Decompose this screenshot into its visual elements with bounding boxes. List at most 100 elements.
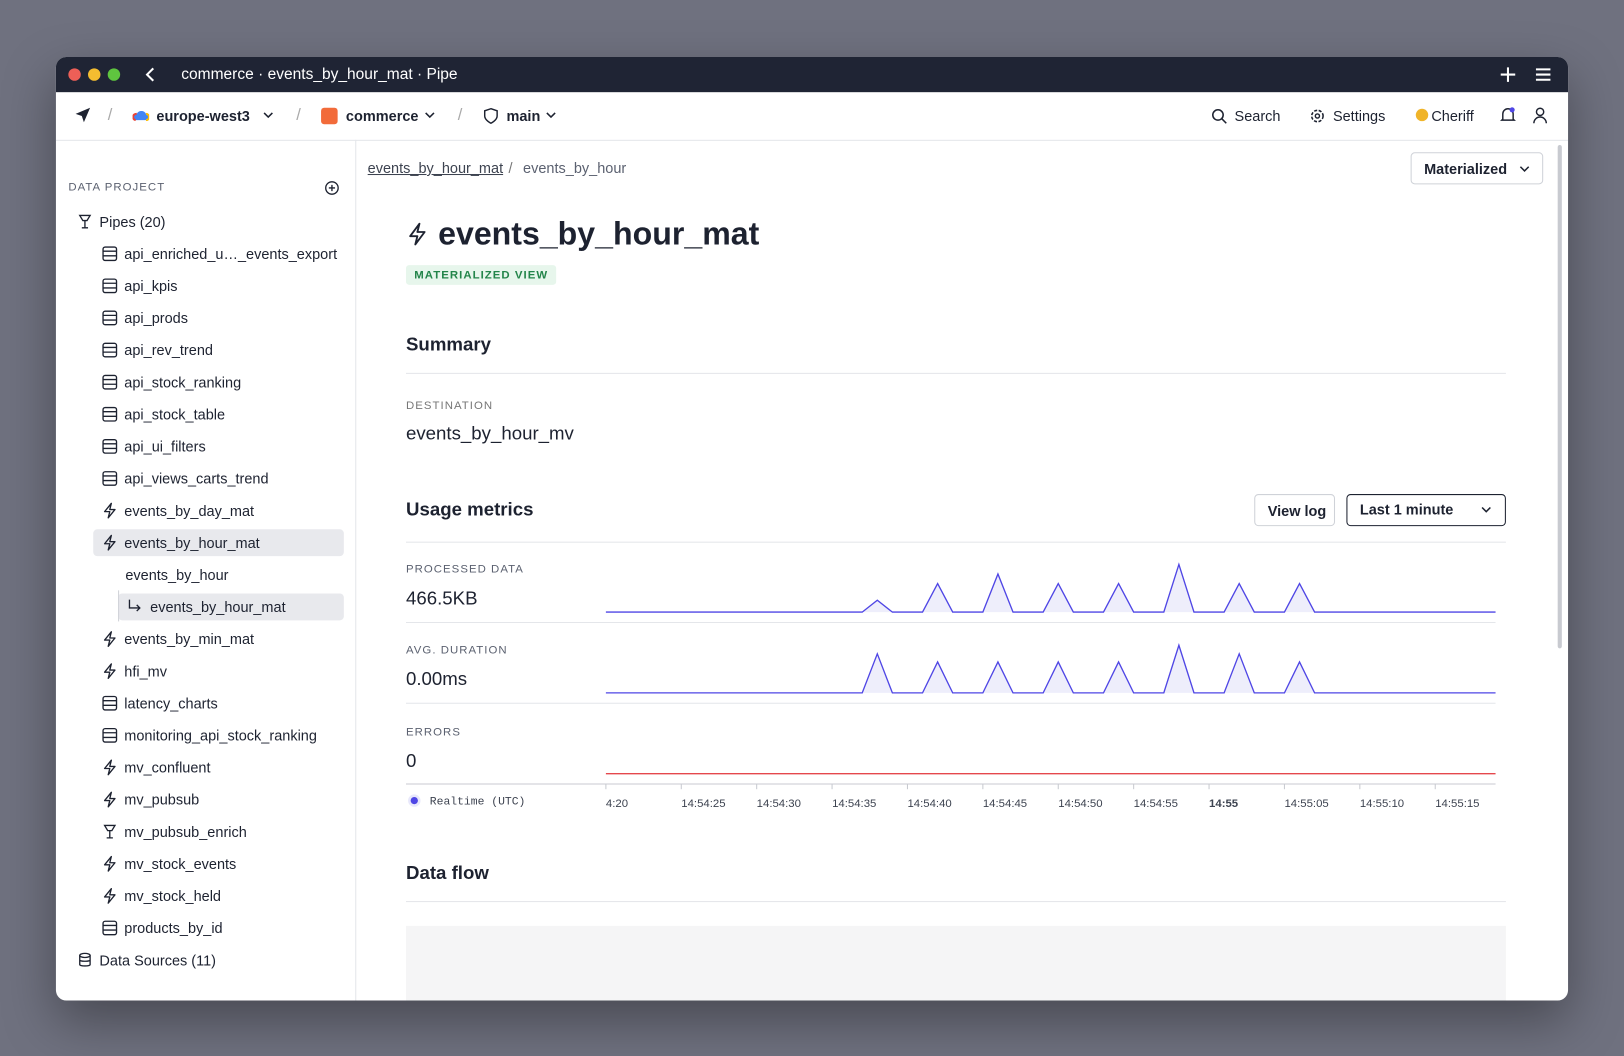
icon <box>78 214 92 229</box>
badge-text: MATERIALIZED VIEW <box>414 269 549 282</box>
menu[interactable] <box>1535 66 1552 83</box>
pipe-item[interactable]: latency_charts <box>124 694 218 712</box>
pipe-item[interactable]: mv_pubsub <box>124 791 200 808</box>
pipe-item[interactable]: mv_stock_held <box>124 887 222 905</box>
destination: events_by_hour_mv <box>405 423 574 444</box>
region[interactable]: europe-west3 <box>156 107 250 125</box>
pipe-item[interactable]: api_ui_filters <box>124 438 206 455</box>
pipe-item[interactable]: events_by_min_mat <box>124 630 255 648</box>
sparkline-area <box>605 645 1496 693</box>
icon <box>102 695 118 711</box>
branch-icon <box>483 107 498 125</box>
icon <box>102 374 118 390</box>
pipe-item[interactable]: api_enriched_u…_events_export <box>124 245 338 263</box>
logo[interactable] <box>75 107 92 124</box>
pipe-item[interactable]: api_stock_ranking <box>124 373 242 391</box>
pipe-item[interactable]: mv_stock_events <box>124 855 237 873</box>
range-select[interactable]: Last 1 minute <box>1346 494 1506 527</box>
view-log-label: View log <box>1267 502 1327 519</box>
chevron <box>1519 166 1530 172</box>
pipe-item[interactable]: api_kpis <box>124 277 178 295</box>
range-label: Last 1 minute <box>1359 501 1454 518</box>
separator: / <box>457 106 463 125</box>
workspace-icon <box>321 107 338 125</box>
node-item[interactable]: events_by_hour_mat <box>150 598 286 616</box>
datasources-label[interactable]: Data Sources (11) <box>99 951 217 969</box>
tree-line <box>118 590 120 622</box>
toolbar: / europe-west3 / commerce / main Search … <box>55 92 1569 141</box>
icon <box>102 438 118 454</box>
pipe-item[interactable]: hfi_mv <box>124 662 167 680</box>
x-tick-label: 14:54:40 <box>907 798 951 810</box>
icon <box>103 791 116 808</box>
bolt-icon <box>409 222 426 246</box>
node-item[interactable]: events_by_hour <box>125 566 229 584</box>
pipes-label[interactable]: Pipes (20) <box>99 213 166 230</box>
mode-button[interactable]: Materialized <box>1410 152 1544 185</box>
icon <box>102 920 118 936</box>
sparkline-area <box>605 564 1496 613</box>
badge: MATERIALIZED VIEWMATERIALIZED VIEW <box>405 265 557 285</box>
dataflow-heading: Data flow <box>405 862 489 883</box>
divider <box>405 541 1506 543</box>
icon <box>103 824 117 839</box>
pipe-item[interactable]: mv_confluent <box>124 759 211 776</box>
new-tab[interactable] <box>1500 66 1517 83</box>
window: commerce · events_by_hour_mat · Pipe / e… <box>55 56 1569 1001</box>
pipe-item[interactable]: events_by_hour_mat <box>124 534 260 551</box>
sparkline <box>605 643 1496 694</box>
branch[interactable]: main <box>506 107 541 125</box>
sidebar: DATA PROJECT Pipes (20) api_enriched_u…_e… <box>56 139 357 1001</box>
cloud-icon <box>132 111 150 122</box>
chevron <box>1481 506 1491 513</box>
divider <box>405 901 1506 903</box>
icon <box>128 599 141 612</box>
view-log-button[interactable]: View log <box>1254 494 1336 527</box>
notifications[interactable] <box>1500 107 1517 126</box>
x-tick-label: 14:55:10 <box>1360 798 1404 810</box>
icon <box>103 759 116 776</box>
x-tick-label: 14:54:55 <box>1134 798 1178 810</box>
usage-heading: Usage metrics <box>405 498 534 520</box>
chevron <box>425 112 435 119</box>
pipe-item[interactable]: products_by_id <box>124 919 223 937</box>
settings-icon <box>1310 109 1324 123</box>
settings[interactable]: Settings <box>1332 107 1386 125</box>
window-controls[interactable] <box>66 67 128 81</box>
back-button[interactable] <box>143 66 157 83</box>
pipe-item[interactable]: api_stock_table <box>124 405 226 423</box>
user-avatar <box>1415 108 1429 122</box>
breadcrumb-link[interactable]: events_by_hour_mat <box>367 159 504 177</box>
dataflow-canvas <box>405 925 1506 1001</box>
x-tick-label: 14:54:45 <box>983 798 1027 810</box>
divider <box>405 372 1506 374</box>
scrollbar[interactable] <box>1557 144 1562 649</box>
workspace[interactable]: commerce <box>345 107 419 125</box>
icon <box>102 310 118 326</box>
icon <box>102 342 118 358</box>
pipe-item[interactable]: api_views_carts_trend <box>124 470 269 487</box>
user[interactable]: Cheriff <box>1431 107 1474 125</box>
icon <box>102 406 118 422</box>
breadcrumb-current: events_by_hour <box>523 159 627 177</box>
pipe-item[interactable]: api_prods <box>124 309 188 327</box>
account[interactable] <box>1532 107 1549 126</box>
pipe-item[interactable]: api_rev_trend <box>124 341 213 359</box>
separator: / <box>107 106 113 125</box>
add-button[interactable] <box>324 180 340 196</box>
page-title: events_by_hour_mat <box>438 215 760 252</box>
x-tick-label: 14:55:15 <box>1435 798 1479 810</box>
selection <box>118 593 344 621</box>
destination-label: DESTINATION <box>405 399 494 413</box>
icon <box>102 246 118 262</box>
pipe-item[interactable]: mv_pubsub_enrich <box>124 823 247 840</box>
icon <box>102 471 118 486</box>
window-title: commerce · events_by_hour_mat · Pipe <box>181 65 458 84</box>
pipe-item[interactable]: monitoring_api_stock_ranking <box>124 727 317 744</box>
search[interactable]: Search <box>1234 107 1281 125</box>
selection <box>93 529 344 557</box>
pipe-item[interactable]: events_by_day_mat <box>124 502 255 519</box>
metric-value: 466.5KB <box>405 587 478 609</box>
x-tick-label: 14:54:25 <box>681 798 725 810</box>
